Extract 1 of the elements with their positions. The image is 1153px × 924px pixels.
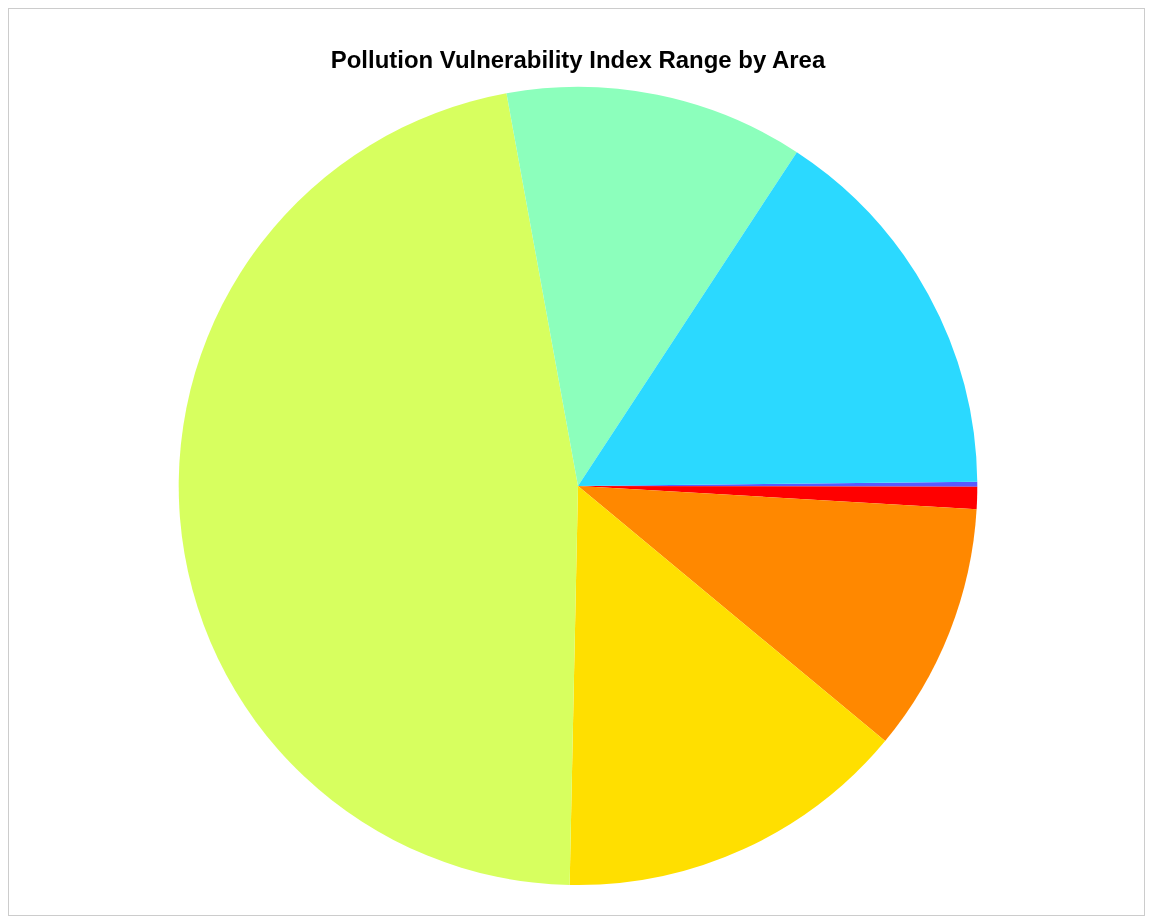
chart-title: Pollution Vulnerability Index Range by Area [330, 45, 826, 73]
